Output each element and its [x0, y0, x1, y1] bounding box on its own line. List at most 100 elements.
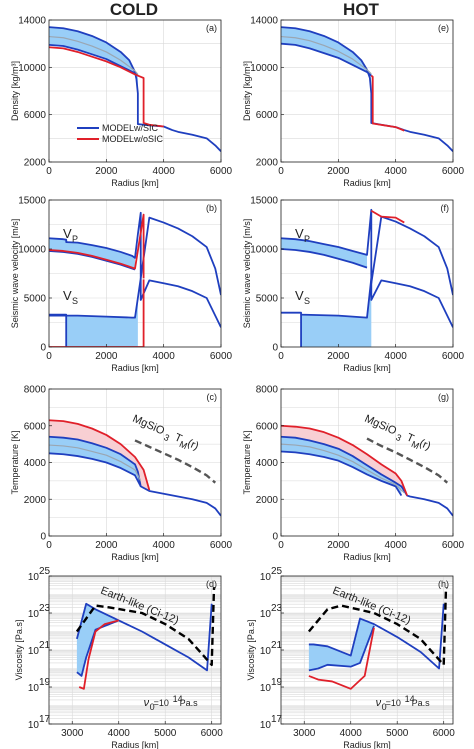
y-tick-label: 2000 [256, 158, 279, 169]
panel-g: 0 2000 4000 6000 0 2000 4000 6000 8000 Radius [km… [242, 385, 465, 563]
y-tick-exponent: 25 [271, 566, 283, 577]
y-axis-label: Temperature [K] [10, 430, 20, 494]
legend-label: MODELw/SIC [102, 123, 159, 133]
series-modelw-sic [49, 26, 221, 152]
axes-frame [48, 199, 222, 348]
annotation-nu: ν [144, 697, 150, 709]
annotation-nu-sub: 0 [150, 702, 155, 712]
series-mean [49, 35, 139, 75]
panel-c: 0 2000 4000 6000 0 2000 4000 6000 8000 Radius [km… [10, 385, 233, 563]
annotation-unit: Pa.s [412, 698, 431, 708]
x-tick-label: 4000 [340, 728, 363, 739]
x-tick-label: 6000 [201, 728, 224, 739]
y-tick-label: 10000 [250, 63, 278, 74]
series-modelw-sic [281, 42, 372, 77]
annotation-exp: 14 [405, 694, 415, 704]
panel-d: 3000 4000 5000 600010171019102110231025Radi… [14, 566, 223, 749]
y-tick-exponent: 17 [39, 714, 51, 725]
y-tick-label: 10 [260, 683, 272, 694]
y-tick-label: 10000 [18, 63, 46, 74]
y-tick-label: 5000 [24, 294, 47, 305]
annotation-vp: V [295, 226, 304, 241]
band-fill-w-sic [308, 618, 374, 671]
panel-letter: (c) [207, 392, 218, 402]
column-title-cold: COLD [110, 0, 158, 19]
annotation-t-sub: M [178, 439, 189, 451]
y-tick-label: 8000 [256, 385, 279, 396]
series-earth-like-ci-12- [75, 587, 216, 666]
annotation-nu: ν [376, 697, 382, 709]
axes-frame [280, 19, 454, 163]
y-tick-label: 2000 [256, 495, 279, 506]
y-axis-label: Seismic wave velocity [m/s] [10, 219, 20, 329]
y-tick-exponent: 25 [39, 566, 51, 577]
x-tick-label: 4000 [153, 351, 176, 362]
y-axis-label: Temperature [K] [242, 430, 252, 494]
y-tick-label: 10 [28, 646, 40, 657]
series-vp-upper [281, 208, 453, 296]
x-tick-label: 6000 [442, 351, 465, 362]
x-tick-label: 2000 [327, 351, 350, 362]
y-tick-label: 4000 [24, 458, 47, 469]
x-axis-label: Radius [km] [111, 178, 159, 188]
y-tick-exponent: 23 [39, 603, 51, 614]
series-modelw-osic [281, 424, 408, 496]
annotation-t-sub: M [410, 439, 421, 451]
y-tick-label: 6000 [24, 110, 47, 121]
series-vp-lower [49, 250, 136, 271]
x-tick-label: 6000 [433, 728, 456, 739]
y-tick-label: 10 [28, 572, 40, 583]
y-tick-label: 14000 [250, 16, 278, 27]
band-fill-w-o-sic [49, 420, 150, 491]
annotation-vs: V [295, 288, 304, 303]
annotation-nu-sub: 0 [382, 702, 387, 712]
x-axis-label: Radius [km] [343, 740, 391, 749]
panel-letter: (d) [206, 579, 217, 589]
y-tick-label: 0 [40, 532, 46, 543]
x-tick-label: 4000 [385, 351, 408, 362]
x-axis-label: Radius [km] [343, 178, 391, 188]
x-tick-label: 0 [278, 540, 284, 551]
x-tick-label: 0 [278, 166, 284, 177]
series-vp-w-osic [49, 213, 145, 279]
x-tick-label: 5000 [154, 728, 177, 739]
annotation-r: (r) [417, 437, 432, 452]
x-tick-label: 5000 [386, 728, 409, 739]
series-modelw-osic [49, 419, 151, 491]
y-tick-exponent: 21 [271, 640, 283, 651]
panel-f: 0 2000 4000 6000 0 5000 10000 15000 Radius [km] S… [242, 196, 465, 374]
series-earth-like-ci-12- [307, 587, 448, 666]
x-tick-label: 0 [46, 540, 52, 551]
series-modelw-sic [49, 43, 139, 77]
series-layer [75, 587, 216, 690]
x-tick-label: 2000 [327, 540, 350, 551]
y-tick-label: 10 [260, 572, 272, 583]
series-vp-lower [281, 248, 368, 269]
series-modelw-osic [49, 46, 164, 128]
series-layer [281, 26, 453, 152]
panel-letter: (h) [438, 579, 449, 589]
series-mean [49, 444, 142, 482]
x-tick-label: 4000 [385, 166, 408, 177]
y-axis-label: Viscosity [Pa.s] [14, 620, 24, 681]
annotation-t: T [173, 432, 184, 446]
y-tick-exponent: 19 [271, 677, 283, 688]
panel-letter: (b) [206, 203, 217, 213]
y-axis-label: Seismic wave velocity [m/s] [242, 219, 252, 329]
band-fill-w-sic [76, 603, 119, 676]
x-tick-label: 4000 [108, 728, 131, 739]
x-tick-label: 6000 [210, 540, 233, 551]
band-fill-w-sic [49, 436, 141, 487]
y-tick-label: 8000 [24, 385, 47, 396]
x-tick-label: 4000 [385, 540, 408, 551]
x-tick-label: 6000 [442, 166, 465, 177]
annotation-vs-sub: S [72, 296, 78, 306]
x-axis-label: Radius [km] [111, 740, 159, 749]
y-tick-label: 6000 [256, 421, 279, 432]
x-tick-label: 2000 [327, 166, 350, 177]
series-vs-lower [49, 314, 68, 347]
y-tick-label: 5000 [256, 294, 279, 305]
